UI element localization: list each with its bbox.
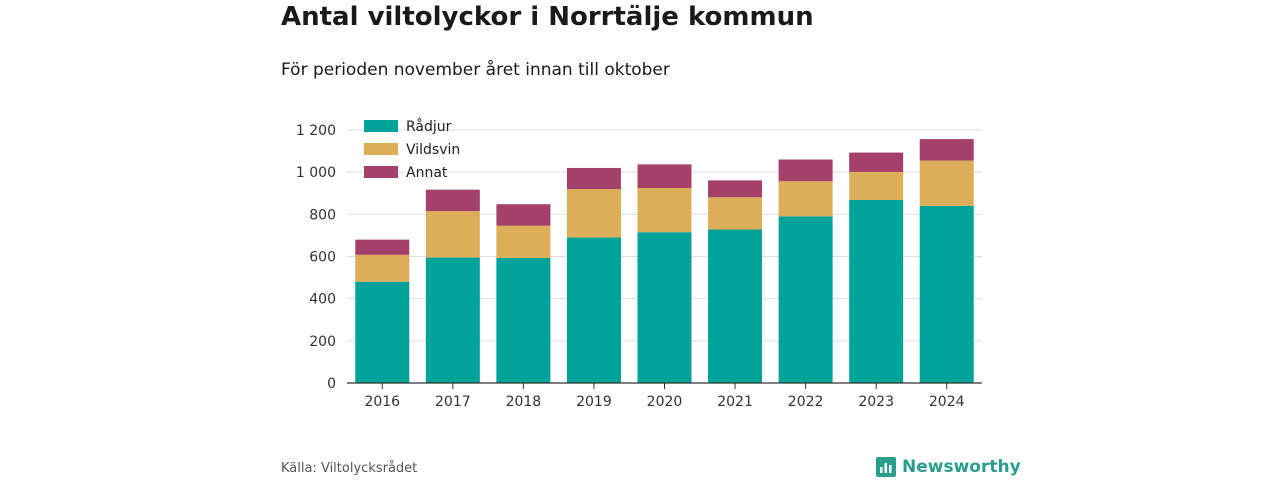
y-tick-label: 200 [309,334,336,350]
bar-rådjur-2019 [566,237,621,383]
bar-annat-2024 [919,139,974,161]
bar-vildsvin-2018 [496,225,551,258]
bar-annat-2021 [708,180,763,198]
x-tick-label: 2021 [717,394,753,410]
source-note: Källa: Viltolycksrådet [281,461,418,476]
y-tick-label: 600 [309,250,336,266]
y-tick-label: 0 [327,376,336,392]
bar-annat-2019 [566,167,621,190]
bar-annat-2022 [778,159,833,182]
x-tick-label: 2024 [929,394,965,410]
bar-rådjur-2018 [496,257,551,383]
x-tick-label: 2017 [435,394,471,410]
bar-vildsvin-2021 [708,197,763,230]
y-tick-label: 400 [309,292,336,308]
brand-logo: Newsworthy [876,455,1021,479]
legend: Rådjur Vildsvin Annat [364,118,460,181]
x-tick-label: 2020 [647,394,683,410]
bar-rådjur-2017 [425,257,480,383]
bars [355,139,974,383]
bar-rådjur-2022 [778,216,833,383]
chart-title: Antal viltolyckor i Norrtälje kommun [281,2,814,32]
legend-label-vildsvin: Vildsvin [406,142,460,158]
bar-rådjur-2020 [637,232,692,383]
bar-rådjur-2016 [355,281,410,383]
bar-vildsvin-2022 [778,181,833,217]
bar-annat-2018 [496,204,551,226]
bar-annat-2020 [637,164,692,188]
bar-annat-2016 [355,239,410,255]
y-tick-label: 1 200 [296,123,336,139]
legend-label-annat: Annat [406,165,448,181]
legend-swatch-annat [364,166,398,178]
bar-annat-2017 [425,189,480,212]
legend-swatch-vildsvin [364,143,398,155]
bar-rådjur-2024 [919,205,974,383]
brand-name: Newsworthy [902,457,1021,477]
legend-swatch-rådjur [364,120,398,132]
axes: 0 200 400 600 800 1 000 1 200 2016 2017 2018 2019 2… [296,123,982,410]
bar-vildsvin-2024 [919,160,974,206]
x-tick-label: 2016 [364,394,400,410]
bar-chart-logo-icon [876,457,896,477]
bar-vildsvin-2016 [355,254,410,282]
bar-annat-2023 [849,152,904,172]
bar-vildsvin-2020 [637,187,692,233]
bar-vildsvin-2019 [566,189,621,238]
y-tick-label: 1 000 [296,165,336,181]
x-tick-label: 2022 [788,394,824,410]
x-tick-label: 2019 [576,394,612,410]
bar-vildsvin-2017 [425,211,480,258]
legend-label-rådjur: Rådjur [406,118,452,135]
bar-rådjur-2023 [849,199,904,383]
bar-rådjur-2021 [708,229,763,383]
x-tick-label: 2023 [858,394,894,410]
chart-subtitle: För perioden november året innan till ok… [281,60,670,80]
x-tick-label: 2018 [506,394,542,410]
bar-vildsvin-2023 [849,171,904,200]
y-tick-label: 800 [309,207,336,223]
